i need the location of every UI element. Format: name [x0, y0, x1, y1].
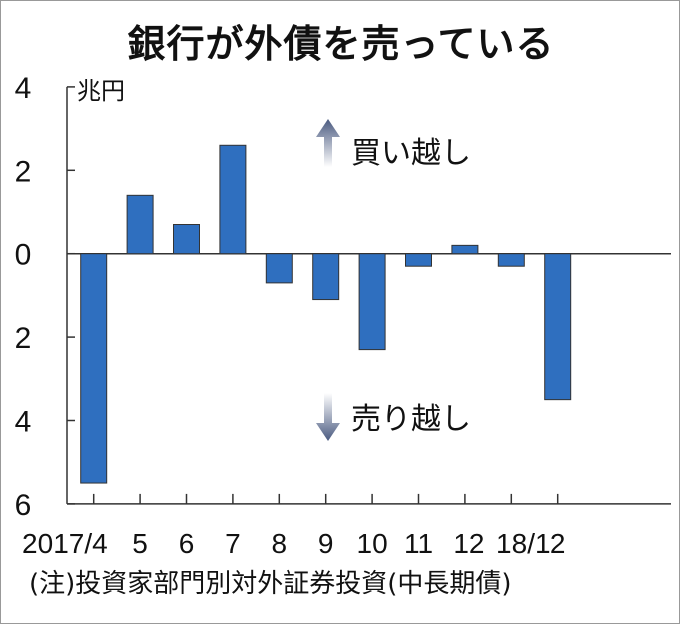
x-tick-label: 5: [132, 528, 148, 559]
y-tick-label: 4: [15, 406, 32, 439]
y-tick-label: 4: [15, 72, 32, 105]
bar-10: [358, 253, 386, 351]
bar-7: [219, 144, 247, 255]
x-tick-label: 10: [357, 528, 388, 559]
x-tick-label: 11: [404, 528, 433, 559]
bar-6: [173, 224, 200, 255]
annotation-down-label: 売り越し: [351, 402, 471, 437]
chart-note: (注)投資家部門別対外証券投資(中長期債): [29, 569, 512, 599]
y-tick-label: 2: [15, 155, 32, 188]
y-tick-label: 0: [15, 239, 32, 272]
annotation-down: 売り越し: [316, 393, 471, 441]
x-tick-label: 8: [272, 528, 288, 559]
y-tick-label: 2: [15, 322, 32, 355]
annotation-up: 買い越し: [316, 119, 471, 171]
x-tick-label: 2: [550, 528, 566, 559]
annotation-up-label: 買い越し: [351, 136, 471, 171]
bar-11: [405, 253, 432, 267]
bar-8: [265, 253, 293, 284]
x-tick-label: 12: [453, 528, 484, 559]
x-tick-label: 6: [179, 528, 195, 559]
bar-5: [126, 194, 154, 255]
y-axis-unit: 兆円: [77, 77, 125, 105]
x-tick-label: 18/1: [496, 528, 551, 559]
x-tick-label: 9: [318, 528, 334, 559]
bar-2017-4: [80, 253, 108, 484]
arrow-down-icon: [316, 393, 340, 441]
y-tick-label: 6: [15, 489, 32, 522]
bar-2: [544, 253, 572, 401]
bar-18-1: [497, 253, 525, 267]
x-tick-label: 2017/4: [22, 528, 108, 559]
x-tick-label: 7: [225, 528, 241, 559]
chart-title: 銀行が外債を売っている: [127, 22, 555, 66]
bar-9: [312, 253, 340, 301]
arrow-up-icon: [316, 119, 340, 167]
bar-12: [451, 244, 479, 255]
